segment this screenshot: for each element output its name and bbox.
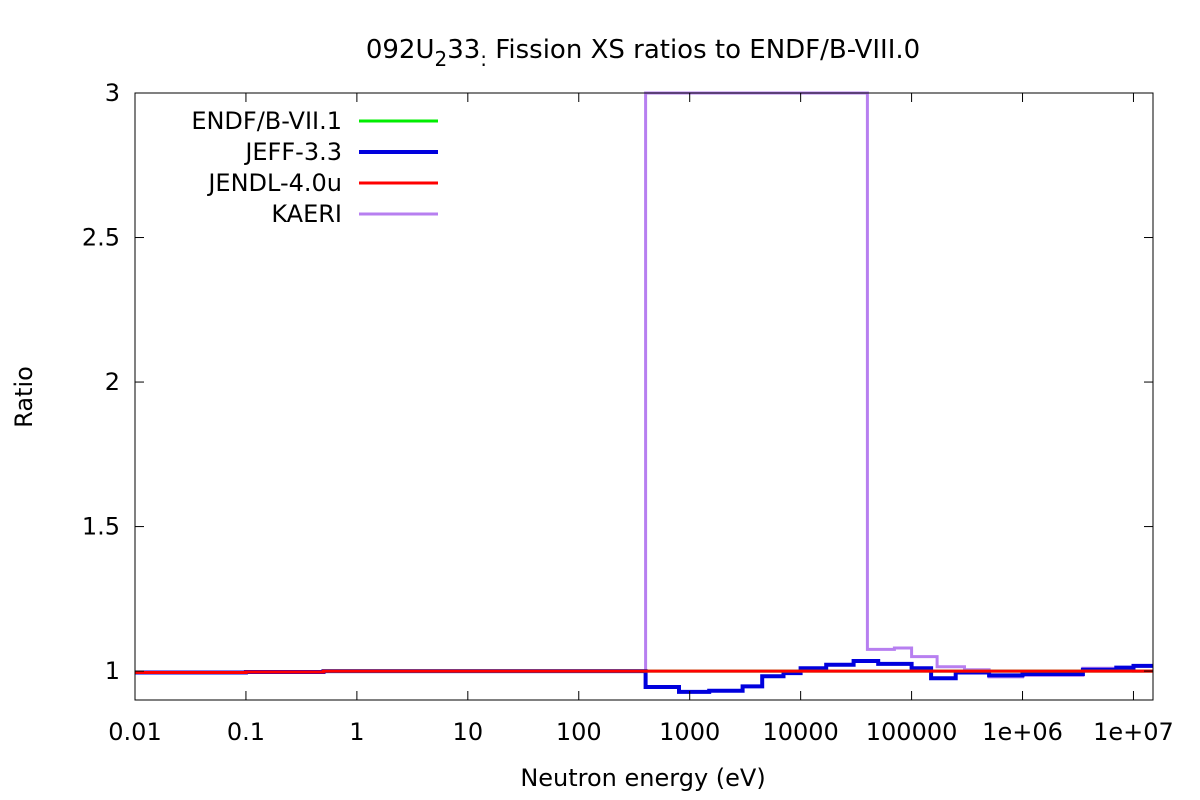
y-axis-label: Ratio [10, 366, 38, 428]
x-tick-label: 1000 [659, 718, 720, 746]
y-tick-label: 2.5 [82, 224, 120, 252]
chart-title-suffix: Fission XS ratios to ENDF/B-VIII.0 [487, 35, 920, 65]
ticks-layer: 0.01 0.1 1 10 100 1000 10000 100000 1e+06 1e+07 1 1… [82, 79, 1174, 746]
x-tick-label: 1 [349, 718, 364, 746]
legend-label: KAERI [271, 200, 342, 228]
y-tick-label: 1.5 [82, 513, 120, 541]
x-tick-label: 100 [556, 718, 602, 746]
chart-title-subscript-1: 2 [434, 47, 447, 71]
x-tick-label: 100000 [866, 718, 958, 746]
y-tick-label: 1 [105, 657, 120, 685]
y-tick-label: 2 [105, 368, 120, 396]
chart-title-mid: 33 [447, 35, 480, 65]
legend-label: JENDL-4.0u [206, 169, 342, 197]
chart-title-prefix: 092U [366, 35, 435, 65]
x-tick-label: 0.01 [108, 718, 161, 746]
series-layer [135, 91, 1153, 694]
y-tick-label: 3 [105, 79, 120, 107]
chart-title: 092U233: Fission XS ratios to ENDF/B-VII… [366, 35, 920, 71]
x-tick-label: 1e+07 [1093, 718, 1174, 746]
legend: ENDF/B-VII.1 JEFF-3.3 JENDL-4.0u KAERI [191, 107, 438, 228]
legend-label: ENDF/B-VII.1 [191, 107, 342, 135]
series-line-jendl-4-0u [135, 669, 1153, 674]
x-axis-label: Neutron energy (eV) [520, 764, 765, 792]
x-tick-label: 1e+06 [982, 718, 1063, 746]
chart-title-subscript-2: : [480, 47, 487, 71]
legend-label: JEFF-3.3 [243, 138, 342, 166]
series-line-jeff-3-3 [135, 659, 1153, 694]
x-tick-label: 10000 [762, 718, 838, 746]
x-tick-label: 10 [453, 718, 484, 746]
x-tick-label: 0.1 [227, 718, 265, 746]
plot-frame [134, 92, 1154, 701]
